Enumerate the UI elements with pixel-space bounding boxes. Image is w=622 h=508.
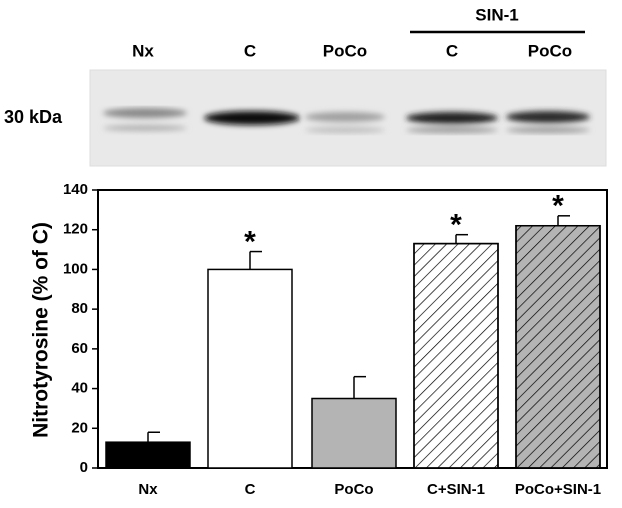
y-tick-label: 100 xyxy=(63,260,88,277)
significance-mark: * xyxy=(450,209,462,242)
blot-marker: 30 kDa xyxy=(4,107,63,127)
bar-hatch xyxy=(515,224,601,469)
group-label: SIN-1 xyxy=(475,5,518,24)
lane-label: PoCo xyxy=(323,41,367,60)
lane-label: C xyxy=(446,41,458,60)
y-tick-label: 40 xyxy=(71,380,88,397)
blot-bands xyxy=(103,108,590,133)
y-tick-label: 80 xyxy=(71,300,88,317)
bar xyxy=(311,397,397,469)
y-axis-label: Nitrotyrosine (% of C) xyxy=(30,222,53,438)
x-tick-label: Nx xyxy=(138,481,158,498)
y-tick-label: 20 xyxy=(71,419,88,436)
lane-label: PoCo xyxy=(528,41,572,60)
bar xyxy=(207,268,293,469)
y-tick-label: 120 xyxy=(63,221,88,238)
lane-label: Nx xyxy=(132,41,154,60)
bar-hatch xyxy=(413,242,499,469)
y-tick-label: 60 xyxy=(71,340,88,357)
blot: 30 kDa SIN-1 xyxy=(4,5,607,167)
bar xyxy=(105,441,191,469)
significance-mark: * xyxy=(552,190,564,223)
y-tick-label: 0 xyxy=(80,459,88,476)
x-tick-label: PoCo+SIN-1 xyxy=(515,481,601,498)
x-tick-label: PoCo xyxy=(334,481,373,498)
x-tick-label: C+SIN-1 xyxy=(427,481,485,498)
x-tick-label: C xyxy=(245,481,256,498)
significance-mark: * xyxy=(244,225,256,258)
lane-label: C xyxy=(244,41,256,60)
y-tick-label: 140 xyxy=(63,181,88,198)
chart: Nitrotyrosine (% of C) xyxy=(30,222,53,438)
